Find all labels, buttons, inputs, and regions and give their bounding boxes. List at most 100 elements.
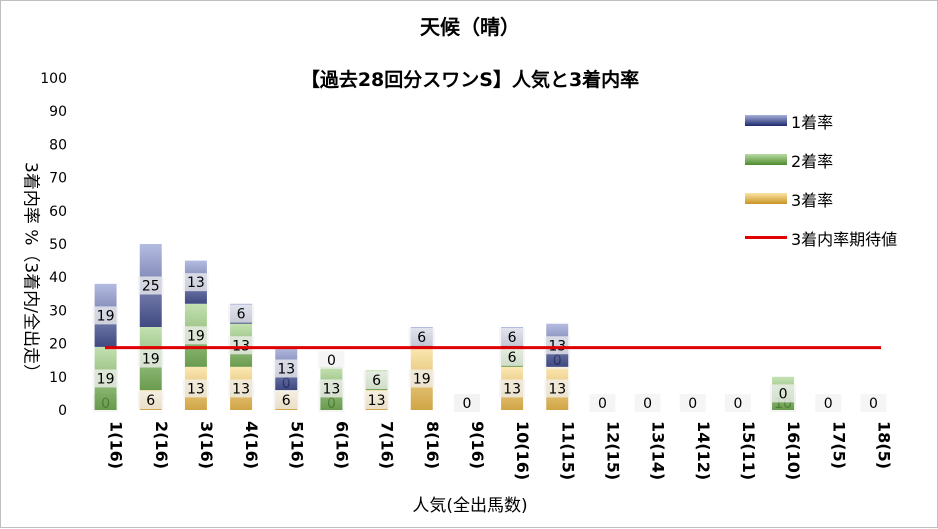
- data-label-bg: [589, 394, 616, 412]
- legend-label-expected: 3着内率期待値: [791, 229, 898, 249]
- data-label-1st: 13: [187, 275, 205, 291]
- legend-swatch-expected: [745, 236, 787, 239]
- legend-item-3rd: 3着率: [745, 179, 897, 218]
- data-label-1st: 25: [142, 279, 160, 295]
- x-tick-label: 11(15): [558, 421, 577, 480]
- legend-swatch-1st: [745, 115, 787, 126]
- legend-swatch-2nd: [745, 154, 787, 165]
- data-label-bg: [770, 384, 797, 403]
- data-label-3rd: 0: [824, 396, 833, 412]
- data-label-1st: 6: [237, 307, 246, 323]
- x-tick-label: 18(5): [874, 421, 893, 469]
- data-label-bg: [137, 276, 164, 295]
- chart-subtitle: 【過去28回分スワンS】人気と3着内率: [300, 69, 640, 91]
- data-label-bg: [363, 371, 390, 390]
- x-tick-label: 6(16): [332, 421, 351, 469]
- data-label-2nd: 19: [142, 352, 160, 368]
- y-tick-label: 70: [49, 171, 67, 187]
- y-tick-label: 90: [49, 104, 67, 120]
- data-label-bg: [92, 306, 119, 325]
- data-label-bg: [499, 347, 526, 366]
- data-label-1st: 6: [508, 330, 517, 346]
- data-label-bg: [273, 391, 300, 410]
- x-tick-label: 4(16): [242, 421, 261, 469]
- data-label-3rd: 0: [643, 396, 652, 412]
- data-label-bg: [182, 326, 209, 345]
- data-label-bg: [137, 349, 164, 368]
- x-tick-label: 1(16): [107, 421, 126, 469]
- data-label-bg: [137, 391, 164, 410]
- x-tick-label: 15(11): [739, 421, 758, 480]
- y-tick-label: 50: [49, 237, 67, 253]
- data-label-3rd: 6: [282, 393, 291, 409]
- legend-label-3rd: 3着率: [791, 190, 834, 210]
- data-label-bg: [228, 336, 255, 355]
- legend-item-1st: 1着率: [745, 101, 897, 140]
- data-label-bg: [273, 359, 300, 378]
- x-tick-label: 8(16): [423, 421, 442, 469]
- data-label-2nd: 13: [323, 381, 341, 397]
- x-tick-label: 10(16): [513, 421, 532, 480]
- legend: 1着率 2着率 3着率 3着内率期待値: [745, 101, 897, 257]
- data-label-1st: 0: [327, 353, 336, 369]
- data-label-3rd: 13: [503, 381, 521, 397]
- data-label-3rd: 0: [869, 396, 878, 412]
- data-label-3rd: 13: [232, 381, 250, 397]
- data-label-bg: [408, 327, 435, 346]
- legend-label-1st: 1着率: [791, 112, 834, 132]
- data-label-3rd: 13: [187, 381, 205, 397]
- y-tick-label: 0: [58, 403, 67, 419]
- y-tick-label: 30: [49, 303, 67, 319]
- data-label-bg: [544, 336, 571, 355]
- data-label-3rd: 13: [548, 381, 566, 397]
- data-label-bg: [228, 304, 255, 323]
- x-tick-label: 16(10): [784, 421, 803, 480]
- chart-title: 天候（晴）: [420, 15, 520, 39]
- data-label-2nd: 19: [187, 328, 205, 344]
- data-label-1st: 6: [417, 330, 426, 346]
- data-label-bg: [92, 369, 119, 388]
- x-tick-label: 17(5): [829, 421, 848, 469]
- data-label-bg: [679, 394, 706, 412]
- data-label-bg: [634, 394, 661, 412]
- legend-item-2nd: 2着率: [745, 140, 897, 179]
- y-tick-label: 10: [49, 370, 67, 386]
- x-tick-label: 9(16): [468, 421, 487, 469]
- data-label-bg: [453, 394, 480, 412]
- legend-swatch-3rd: [745, 193, 787, 204]
- legend-item-expected: 3着内率期待値: [745, 218, 897, 257]
- x-tick-label: 14(12): [694, 421, 713, 480]
- data-label-bg: [499, 379, 526, 398]
- data-label-2nd: 19: [97, 371, 115, 387]
- y-tick-label: 20: [49, 337, 67, 353]
- y-tick-label: 100: [40, 71, 67, 87]
- data-label-bg: [860, 394, 887, 412]
- data-label-3rd: 6: [146, 393, 155, 409]
- data-label-2nd: 6: [508, 350, 517, 366]
- data-label-3rd: 13: [368, 393, 386, 409]
- data-label-bg: [815, 394, 842, 412]
- data-label-bg: [408, 369, 435, 388]
- x-tick-label: 7(16): [378, 421, 397, 469]
- data-label-bg: [182, 273, 209, 292]
- legend-label-2nd: 2着率: [791, 151, 834, 171]
- data-label-bg: [228, 379, 255, 398]
- x-tick-label: 2(16): [152, 421, 171, 469]
- data-label-2nd: 0: [462, 396, 471, 412]
- data-label-2nd: 6: [372, 373, 381, 389]
- data-label-bg: [318, 350, 345, 369]
- x-tick-label: 3(16): [197, 421, 216, 469]
- data-label-bg: [363, 391, 390, 410]
- data-label-3rd: 0: [688, 396, 697, 412]
- data-label-2nd: 0: [779, 386, 788, 402]
- data-label-bg: [724, 394, 751, 412]
- data-label-bg: [499, 327, 526, 346]
- y-axis-label: 3着内率 %（3着内/全出走）: [20, 162, 41, 381]
- data-label-bg: [318, 379, 345, 398]
- x-tick-label: 5(16): [287, 421, 306, 469]
- data-label-3rd: 0: [733, 396, 742, 412]
- y-tick-label: 40: [49, 270, 67, 286]
- data-label-bg: [544, 379, 571, 398]
